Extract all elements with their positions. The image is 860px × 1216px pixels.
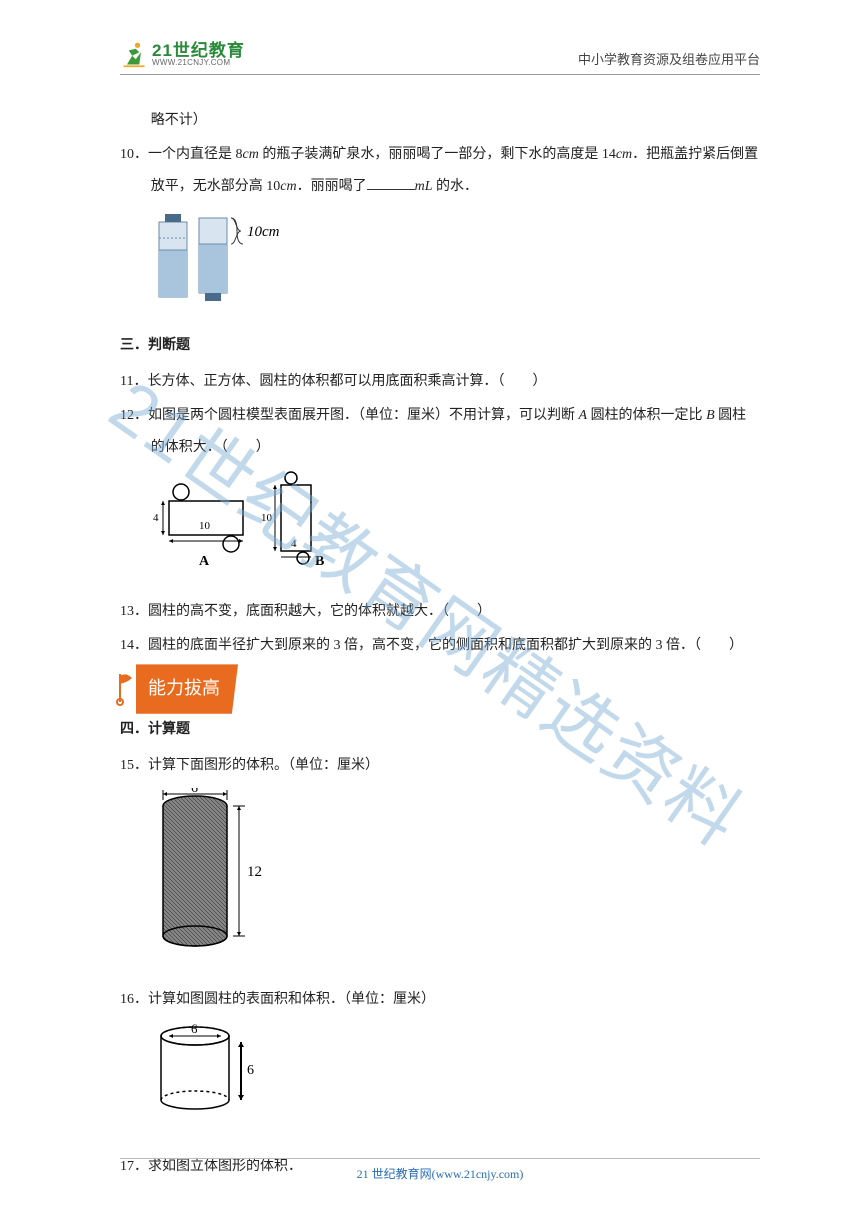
svg-text:A: A	[199, 554, 210, 569]
svg-text:10: 10	[199, 520, 211, 532]
svg-text:6: 6	[191, 788, 198, 796]
cylinder-15-figure: 6 12	[151, 788, 760, 969]
question-14: 14．圆柱的底面半径扩大到原来的 3 倍，高不变，它的侧面积和底面积都扩大到原来…	[120, 630, 760, 662]
logo-title: 21世纪教育	[152, 42, 245, 59]
blank-field	[367, 176, 415, 190]
bottle-figure: 10cm	[151, 210, 760, 318]
q12-a: 12．如图是两个圆柱模型表面展开图．（单位：厘米）不用计算，可以判断	[120, 408, 579, 423]
svg-text:B: B	[315, 554, 324, 569]
svg-text:4: 4	[153, 512, 159, 524]
q12-letterB: B	[706, 408, 715, 423]
logo-url: WWW.21CNJY.COM	[152, 59, 245, 67]
svg-text:10: 10	[261, 512, 273, 524]
section-4-title: 四．计算题	[120, 714, 760, 746]
document-body: 略不计） 10．一个内直径是 8cm 的瓶子装满矿泉水，丽丽喝了一部分，剩下水的…	[120, 105, 760, 1183]
cylinder-16-figure: 6 6	[151, 1022, 760, 1135]
q12-letterA: A	[579, 408, 588, 423]
q10-part1: 10．一个内直径是 8	[120, 147, 243, 162]
q10-part4: ．丽丽喝了	[297, 179, 367, 194]
question-11: 11．长方体、正方体、圆柱的体积都可以用底面积乘高计算．（ ）	[120, 366, 760, 398]
question-10: 10．一个内直径是 8cm 的瓶子装满矿泉水，丽丽喝了一部分，剩下水的高度是 1…	[120, 139, 760, 203]
unit-cm-3: cm	[280, 179, 296, 194]
svg-text:12: 12	[247, 864, 262, 880]
q10-part2: 的瓶子装满矿泉水，丽丽喝了一部分，剩下水的高度是 14	[259, 147, 616, 162]
unit-cm: cm	[243, 147, 259, 162]
logo: 21世纪教育 WWW.21CNJY.COM	[120, 40, 245, 68]
question-13: 13．圆柱的高不变，底面积越大，它的体积就越大．（ ）	[120, 596, 760, 628]
cylinder-unfold-figure: 4 10 A 10 4 B	[151, 471, 760, 584]
q12-b: 圆柱的体积一定比	[587, 408, 706, 423]
page-footer: 21 世纪教育网(www.21cnjy.com)	[120, 1158, 760, 1182]
svg-text:6: 6	[247, 1063, 254, 1078]
q10-part5: 的水．	[433, 179, 479, 194]
page-header: 21世纪教育 WWW.21CNJY.COM 中小学教育资源及组卷应用平台	[120, 40, 760, 75]
runner-icon	[120, 40, 148, 68]
unit-cm-2: cm	[616, 147, 632, 162]
ability-label: 能力拔高	[136, 664, 238, 713]
question-12: 12．如图是两个圆柱模型表面展开图．（单位：厘米）不用计算，可以判断 A 圆柱的…	[120, 400, 760, 464]
page: 21世纪教育 WWW.21CNJY.COM 中小学教育资源及组卷应用平台 略不计…	[0, 0, 860, 1183]
unit-ml: mL	[415, 179, 433, 194]
question-15: 15．计算下面图形的体积。（单位：厘米）	[120, 750, 760, 782]
flag-icon	[116, 672, 138, 706]
svg-text:4: 4	[291, 538, 297, 550]
question-16: 16．计算如图圆柱的表面积和体积．（单位：厘米）	[120, 984, 760, 1016]
svg-text:6: 6	[191, 1022, 198, 1036]
ability-banner: 能力拔高	[116, 672, 760, 706]
bottle-label-10cm: 10cm	[247, 224, 280, 240]
header-subtitle: 中小学教育资源及组卷应用平台	[578, 49, 760, 68]
q9-tail: 略不计）	[120, 105, 760, 137]
section-3-title: 三．判断题	[120, 330, 760, 362]
